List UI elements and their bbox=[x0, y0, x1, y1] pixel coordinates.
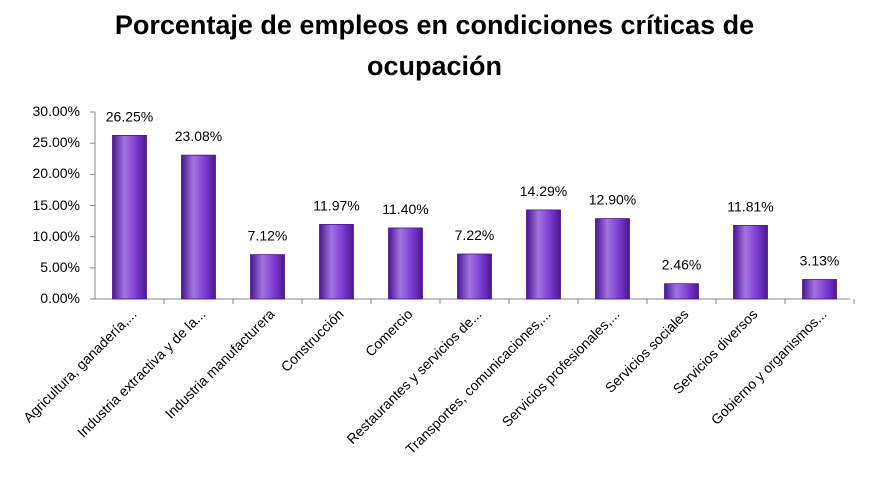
bar bbox=[733, 224, 768, 300]
y-tick-label: 0.00% bbox=[40, 290, 80, 306]
bar bbox=[112, 134, 147, 300]
bar bbox=[250, 254, 285, 300]
data-label: 23.08% bbox=[175, 128, 222, 144]
x-category-label: Gobierno y organismos... bbox=[708, 306, 830, 428]
bar bbox=[388, 227, 423, 300]
y-tick-label: 25.00% bbox=[32, 134, 80, 151]
y-tick-label: 15.00% bbox=[32, 196, 80, 213]
data-label: 11.97% bbox=[313, 197, 359, 213]
y-tick-label: 5.00% bbox=[40, 258, 80, 275]
data-label: 7.12% bbox=[248, 228, 288, 244]
y-tick-label: 20.00% bbox=[32, 165, 80, 182]
data-label: 2.46% bbox=[662, 257, 702, 273]
bar bbox=[802, 279, 837, 300]
y-tick-label: 30.00% bbox=[32, 103, 80, 119]
bar bbox=[181, 154, 216, 300]
data-label: 12.90% bbox=[589, 192, 636, 208]
x-category-label: Comercio bbox=[362, 306, 416, 360]
data-label: 7.22% bbox=[455, 227, 495, 243]
bar bbox=[319, 223, 354, 300]
data-label: 11.81% bbox=[727, 198, 773, 214]
bar bbox=[457, 253, 492, 300]
bar bbox=[664, 283, 699, 300]
x-category-label: Agricultura, ganadería,... bbox=[20, 306, 140, 426]
bar bbox=[595, 218, 630, 300]
data-label: 11.40% bbox=[382, 201, 428, 217]
x-category-label: Transportes, comunicaciones,... bbox=[402, 306, 553, 457]
x-category-label: Construcción bbox=[278, 306, 347, 375]
data-label: 26.25% bbox=[106, 108, 153, 124]
data-label: 3.13% bbox=[800, 252, 840, 268]
bar bbox=[526, 209, 561, 300]
y-tick-label: 10.00% bbox=[32, 227, 80, 244]
chart-title-line-2: ocupación bbox=[366, 51, 502, 81]
x-category-label: Restaurantes y servicios de... bbox=[343, 306, 484, 447]
x-category-label: Industria extractiva y de la... bbox=[74, 306, 209, 441]
chart-title-line-1: Porcentaje de empleos en condiciones crí… bbox=[114, 10, 755, 40]
data-label: 14.29% bbox=[520, 183, 567, 199]
x-category-label: Servicios profesionales,... bbox=[499, 306, 623, 430]
